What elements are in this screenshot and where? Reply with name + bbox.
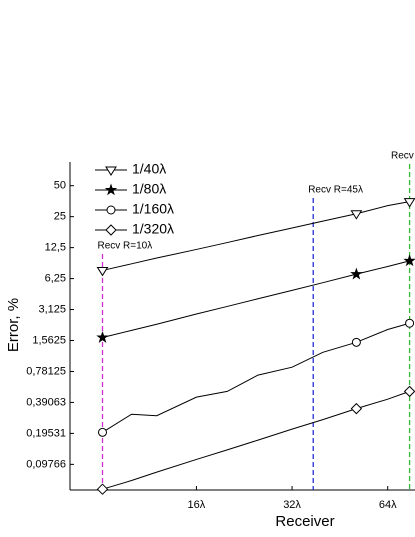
data-point: [350, 267, 363, 280]
reference-label: Recv R=45λ: [308, 185, 363, 196]
data-point: [98, 427, 108, 437]
data-point: [351, 337, 361, 347]
reference-label: Recv: [391, 151, 414, 162]
data-point: [96, 483, 109, 495]
y-tick-label: 6,25: [45, 272, 66, 284]
y-axis-label: Error, %: [5, 298, 22, 352]
legend-marker: [106, 205, 116, 215]
data-point: [350, 402, 363, 415]
data-point: [403, 385, 415, 398]
x-tick-label: 32λ: [283, 499, 301, 511]
y-tick-label: 12,5: [45, 242, 66, 254]
y-tick-label: 3,125: [38, 303, 66, 315]
data-point: [350, 210, 363, 220]
legend-label: 1/40λ: [132, 161, 166, 177]
x-axis-label: Receiver: [275, 513, 334, 530]
data-point: [405, 318, 415, 328]
y-tick-label: 0,19531: [26, 427, 66, 439]
series-line: [102, 322, 410, 433]
y-tick-label: 0,39063: [26, 396, 66, 408]
legend-label: 1/320λ: [132, 221, 174, 237]
y-tick-label: 50: [54, 180, 66, 192]
data-point: [96, 266, 109, 277]
x-tick-label: 64λ: [379, 499, 397, 511]
series-line: [102, 260, 410, 339]
legend-label: 1/160λ: [132, 201, 174, 217]
y-tick-label: 1,5625: [32, 334, 66, 346]
legend-marker: [105, 166, 117, 176]
y-tick-label: 25: [54, 211, 66, 223]
legend-marker: [105, 224, 117, 236]
y-tick-label: 0,09766: [26, 458, 66, 470]
series-line: [102, 201, 410, 271]
legend-label: 1/80λ: [132, 181, 166, 197]
data-point: [403, 198, 415, 208]
data-point: [403, 254, 415, 267]
y-tick-label: 0,78125: [26, 365, 66, 377]
legend-marker: [104, 183, 118, 196]
series-line: [102, 390, 410, 490]
reference-label: Recv R=10λ: [98, 241, 153, 252]
x-tick-label: 16λ: [188, 499, 206, 511]
data-point: [96, 331, 109, 343]
